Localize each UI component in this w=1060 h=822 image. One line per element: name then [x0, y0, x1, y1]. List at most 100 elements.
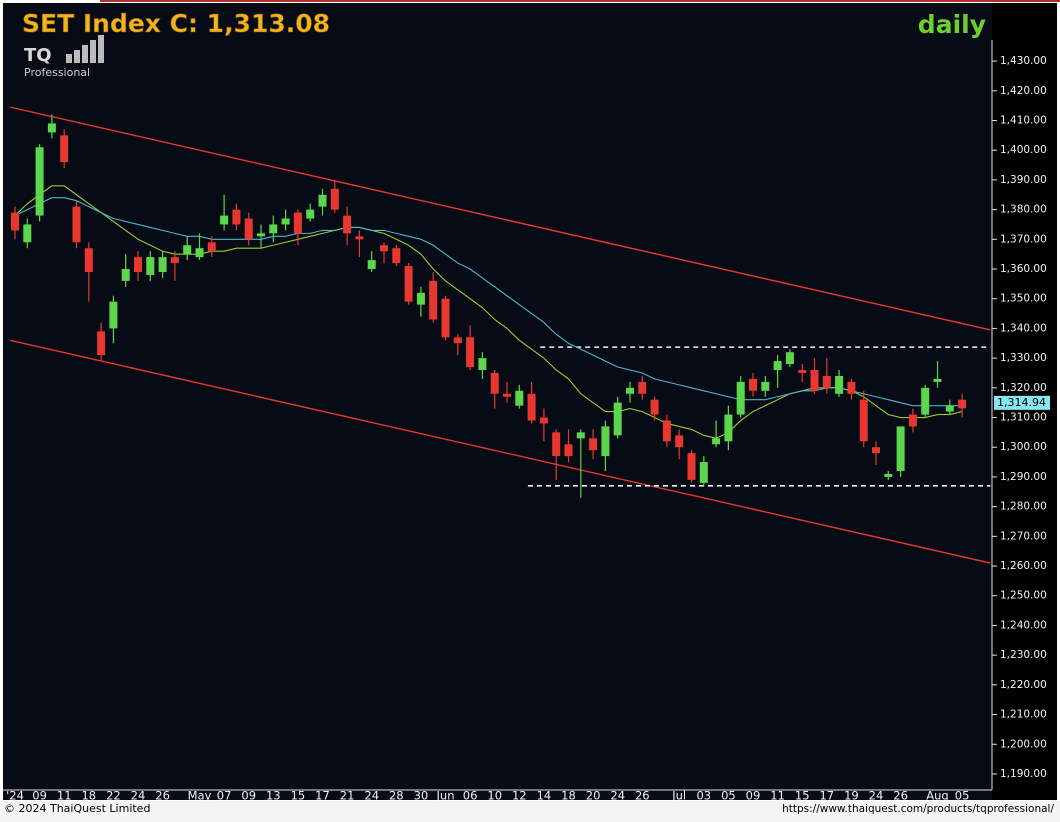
x-tick-label: 11 [770, 789, 785, 803]
candle-body [318, 194, 327, 207]
candle-body [638, 381, 647, 394]
x-tick-label: 05 [721, 789, 736, 803]
candle-body [515, 390, 524, 406]
y-tick-label: 1,400.00 [1000, 144, 1047, 156]
candle-body [810, 370, 819, 391]
x-tick-label: 30 [414, 789, 429, 803]
candle-body [884, 473, 893, 477]
x-tick-label: 07 [217, 789, 232, 803]
candle-body [109, 301, 118, 329]
candle-body [134, 257, 142, 272]
candle-body [183, 245, 192, 255]
y-tick-label: 1,230.00 [1000, 649, 1047, 661]
candle-body [564, 444, 573, 457]
candle-body [355, 236, 364, 240]
candle-body [416, 292, 425, 305]
candle-body [921, 387, 930, 415]
y-tick-label: 1,270.00 [1000, 530, 1047, 542]
candle-body [798, 370, 807, 373]
candle-body [613, 402, 622, 436]
logo-bar [82, 45, 88, 63]
candle-body [146, 257, 155, 275]
x-tick-label: May [188, 789, 212, 803]
candle-body [269, 224, 278, 234]
y-tick-label: 1,330.00 [1000, 352, 1047, 364]
candle-body [552, 432, 561, 457]
x-tick-label: Jun [436, 789, 455, 803]
candle-body [195, 248, 204, 258]
candle-body [244, 218, 253, 240]
x-tick-label: 17 [819, 789, 834, 803]
candle-body [847, 381, 856, 394]
y-tick-label: 1,220.00 [1000, 679, 1047, 691]
candle-body [84, 248, 93, 272]
x-tick-label: 15 [291, 789, 306, 803]
x-tick-label: 24 [869, 789, 884, 803]
candle-body [441, 298, 450, 338]
x-tick-label: 24 [364, 789, 379, 803]
candle-body [429, 280, 438, 320]
x-tick-label: 17 [315, 789, 330, 803]
candle-body [539, 417, 548, 424]
candle-body [72, 206, 81, 243]
y-tick-label: 1,240.00 [1000, 619, 1047, 631]
candle-body [47, 123, 56, 133]
candle-body [626, 387, 634, 394]
logo-bar [74, 50, 80, 63]
x-tick-label: 20 [586, 789, 601, 803]
candle-body [503, 393, 511, 397]
logo-bar [90, 40, 96, 63]
y-tick-label: 1,260.00 [1000, 560, 1047, 572]
candle-body [478, 358, 487, 370]
y-tick-label: 1,310.00 [1000, 412, 1047, 424]
candle-body [453, 337, 462, 344]
y-tick-label: 1,340.00 [1000, 322, 1047, 334]
candle-body [601, 426, 610, 457]
candle-body [35, 147, 44, 216]
footer-copyright: © 2024 ThaiQuest Limited [4, 802, 150, 815]
y-tick-label: 1,290.00 [1000, 471, 1047, 483]
trend-line [9, 106, 991, 331]
x-tick-label: 26 [155, 789, 170, 803]
x-tick-label: 03 [696, 789, 711, 803]
moving-average [14, 197, 963, 407]
x-tick-label: 26 [893, 789, 908, 803]
logo-bar [98, 35, 104, 63]
candle-body [293, 212, 302, 234]
candle-body [60, 135, 69, 163]
x-tick-label: 28 [389, 789, 404, 803]
candle-body [23, 224, 32, 243]
candle-body [908, 414, 917, 427]
footer-url: https://www.thaiquest.com/products/tqpro… [782, 803, 1054, 815]
y-tick-label: 1,350.00 [1000, 293, 1047, 305]
x-tick-label: 10 [487, 789, 502, 803]
candle-body [257, 233, 265, 237]
candle-body [97, 331, 106, 356]
logo-bar [66, 54, 72, 63]
x-tick-label: 09 [746, 789, 761, 803]
x-tick-label: 09 [32, 789, 47, 803]
candle-body [490, 372, 499, 394]
y-tick-label: 1,320.00 [1000, 382, 1047, 394]
x-tick-label: 05 [955, 789, 970, 803]
candle-body [170, 257, 179, 264]
marks: 1,190.00 1,200.00 1,210.00 1,220.00 1,230.00… [6, 55, 1050, 803]
candle-body [466, 337, 475, 368]
x-tick-label: 15 [795, 789, 810, 803]
candle-body [687, 453, 696, 480]
candle-body [220, 215, 229, 225]
x-tick-label: '24 [6, 789, 24, 803]
logo-mark: TQ [24, 45, 52, 66]
x-tick-label: Aug [926, 789, 948, 803]
candle-body [404, 266, 413, 302]
candle-body [527, 393, 536, 421]
candle-body [367, 260, 376, 270]
candle-body [724, 414, 733, 442]
x-tick-label: 22 [106, 789, 121, 803]
candle-body [785, 352, 794, 365]
x-tick-label: 13 [266, 789, 281, 803]
x-tick-label: 26 [635, 789, 650, 803]
trend-line [9, 339, 991, 564]
candle-body [699, 462, 708, 483]
